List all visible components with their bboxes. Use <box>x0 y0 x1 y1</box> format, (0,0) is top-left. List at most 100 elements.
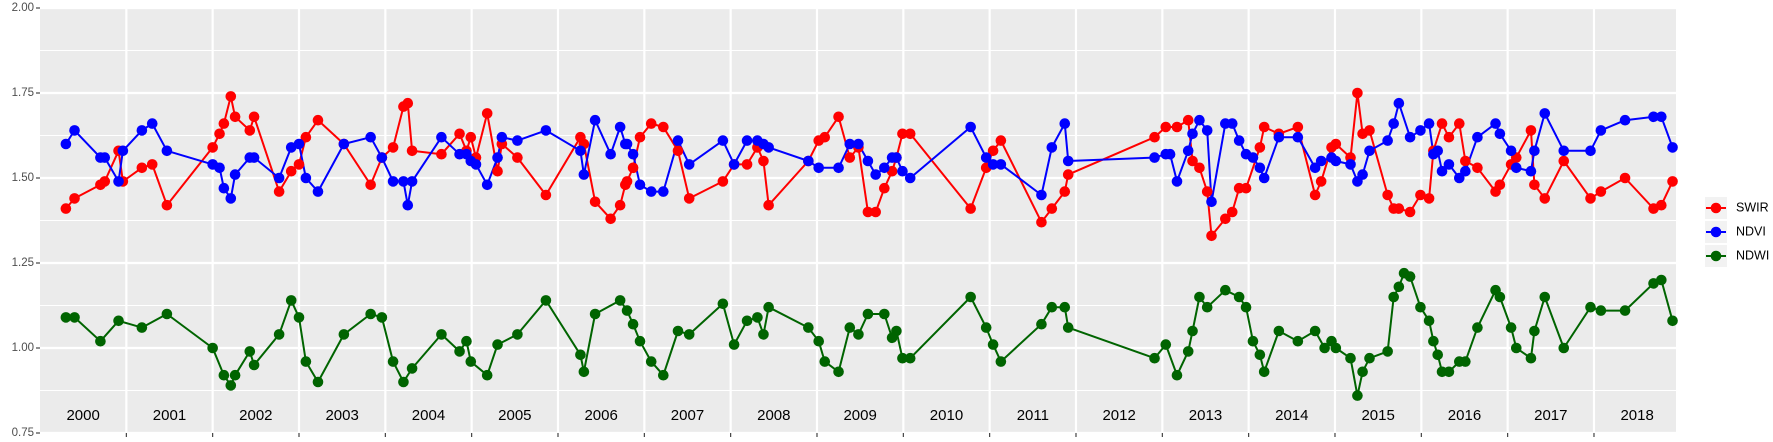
legend-label: SWIR <box>1736 200 1769 214</box>
data-point <box>1315 176 1327 187</box>
data-point <box>1247 152 1259 163</box>
year-label: 2007 <box>671 407 704 424</box>
data-point <box>436 329 447 340</box>
data-point <box>645 118 657 129</box>
data-point <box>1510 342 1522 354</box>
data-point <box>1315 155 1327 167</box>
data-point <box>540 125 552 136</box>
data-point <box>621 305 633 316</box>
data-point <box>285 165 297 177</box>
data-point <box>1656 199 1667 211</box>
data-point <box>1460 165 1471 177</box>
data-point <box>1220 213 1231 225</box>
data-point <box>1201 125 1213 136</box>
data-point <box>614 121 626 133</box>
data-point <box>1423 315 1435 327</box>
data-point <box>1423 118 1435 129</box>
data-point <box>540 295 552 306</box>
data-point <box>645 356 657 367</box>
data-point <box>117 145 129 157</box>
data-point <box>1220 284 1231 296</box>
data-point <box>1558 342 1570 354</box>
data-point <box>1382 135 1393 146</box>
data-point <box>844 138 856 150</box>
data-point <box>1505 322 1517 333</box>
data-point <box>1585 193 1596 204</box>
data-point <box>1247 335 1259 347</box>
data-point <box>1309 189 1321 201</box>
data-point <box>312 376 324 388</box>
data-point <box>1525 125 1537 136</box>
legend: SWIR NDVI NDWI <box>1705 197 1769 267</box>
data-point <box>1364 352 1375 364</box>
data-point <box>470 159 482 170</box>
data-point <box>248 111 260 123</box>
data-point <box>1059 301 1071 313</box>
data-point <box>273 172 285 184</box>
data-point <box>244 346 256 357</box>
data-point <box>1319 342 1330 354</box>
data-point <box>1539 108 1551 119</box>
data-point <box>1667 176 1678 187</box>
data-point <box>60 312 72 323</box>
data-point <box>1149 152 1160 163</box>
data-point <box>1164 148 1176 160</box>
data-point <box>1525 165 1537 177</box>
data-point <box>965 203 976 214</box>
data-point <box>621 176 633 187</box>
data-point <box>1415 301 1426 313</box>
data-point <box>1273 131 1285 143</box>
data-point <box>69 193 80 204</box>
data-point <box>1558 145 1570 157</box>
data-point <box>1472 162 1483 174</box>
data-point <box>1292 121 1304 133</box>
legend-label: NDVI <box>1736 224 1766 238</box>
data-point <box>1059 186 1071 197</box>
data-point <box>465 356 477 367</box>
data-point <box>229 369 241 381</box>
data-point <box>1171 121 1183 133</box>
data-point <box>1436 165 1448 177</box>
data-point <box>512 329 523 340</box>
data-point <box>1226 118 1238 129</box>
data-point <box>763 142 774 153</box>
data-point <box>1364 125 1375 136</box>
data-point <box>803 155 814 167</box>
data-point <box>1292 335 1304 347</box>
data-point <box>1494 291 1506 303</box>
data-point <box>218 369 230 381</box>
data-point <box>1388 291 1399 303</box>
data-point <box>658 369 669 381</box>
data-point <box>1171 176 1183 187</box>
data-point <box>99 176 111 187</box>
data-point <box>1472 131 1483 143</box>
data-point <box>285 295 297 306</box>
data-point <box>987 339 999 350</box>
data-point <box>1393 203 1405 214</box>
data-point <box>1423 193 1435 204</box>
data-point <box>1595 186 1607 197</box>
year-label: 2000 <box>66 407 99 424</box>
data-point <box>1357 169 1368 180</box>
data-point <box>136 162 148 174</box>
data-point <box>136 322 148 333</box>
data-point <box>897 128 908 140</box>
data-point <box>146 159 158 170</box>
data-point <box>819 356 831 367</box>
data-point <box>1201 301 1213 313</box>
data-point <box>833 111 844 123</box>
data-point <box>207 342 218 354</box>
data-point <box>575 349 586 361</box>
data-point <box>161 145 173 157</box>
data-point <box>870 206 881 218</box>
data-point <box>146 118 158 129</box>
data-point <box>987 145 999 157</box>
data-point <box>1393 97 1405 109</box>
data-point <box>387 176 399 187</box>
data-point <box>1149 352 1160 364</box>
data-point <box>634 179 646 191</box>
data-point <box>627 318 639 330</box>
data-point <box>99 152 111 163</box>
data-point <box>300 131 312 143</box>
